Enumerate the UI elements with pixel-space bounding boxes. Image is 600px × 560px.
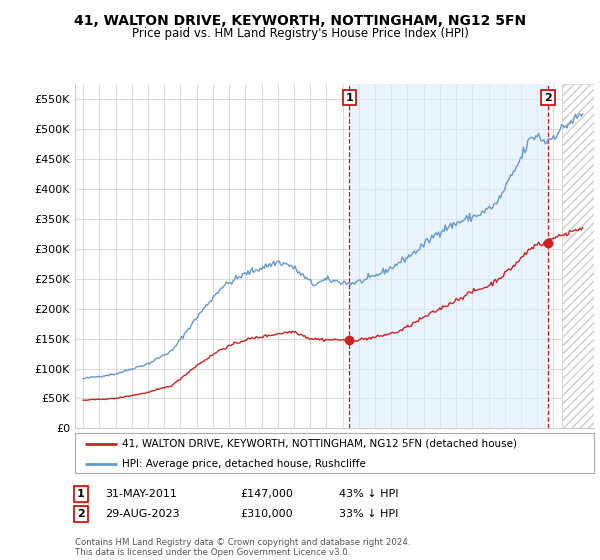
Bar xyxy=(349,84,548,428)
Text: Price paid vs. HM Land Registry's House Price Index (HPI): Price paid vs. HM Land Registry's House … xyxy=(131,27,469,40)
Text: 2: 2 xyxy=(77,509,85,519)
Text: 1: 1 xyxy=(77,489,85,499)
Text: £310,000: £310,000 xyxy=(240,509,293,519)
Text: 2: 2 xyxy=(544,92,552,102)
Text: 33% ↓ HPI: 33% ↓ HPI xyxy=(339,509,398,519)
Text: 41, WALTON DRIVE, KEYWORTH, NOTTINGHAM, NG12 5FN: 41, WALTON DRIVE, KEYWORTH, NOTTINGHAM, … xyxy=(74,14,526,28)
Text: £147,000: £147,000 xyxy=(240,489,293,499)
Text: 31-MAY-2011: 31-MAY-2011 xyxy=(105,489,177,499)
Text: 29-AUG-2023: 29-AUG-2023 xyxy=(105,509,179,519)
Text: 1: 1 xyxy=(346,92,353,102)
Text: HPI: Average price, detached house, Rushcliffe: HPI: Average price, detached house, Rush… xyxy=(122,459,365,469)
Bar xyxy=(562,84,594,428)
Text: 41, WALTON DRIVE, KEYWORTH, NOTTINGHAM, NG12 5FN (detached house): 41, WALTON DRIVE, KEYWORTH, NOTTINGHAM, … xyxy=(122,439,517,449)
Text: Contains HM Land Registry data © Crown copyright and database right 2024.
This d: Contains HM Land Registry data © Crown c… xyxy=(75,538,410,557)
Text: 43% ↓ HPI: 43% ↓ HPI xyxy=(339,489,398,499)
